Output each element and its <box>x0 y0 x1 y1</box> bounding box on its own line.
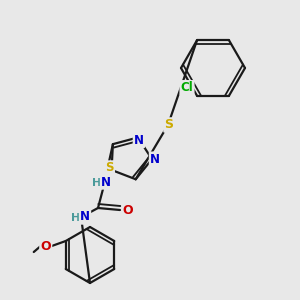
Text: O: O <box>123 203 133 217</box>
Text: Cl: Cl <box>181 81 194 94</box>
Text: N: N <box>134 134 144 147</box>
Text: N: N <box>150 153 160 166</box>
Text: N: N <box>101 176 111 188</box>
Text: H: H <box>92 178 102 188</box>
Text: H: H <box>71 213 81 223</box>
Text: N: N <box>80 211 90 224</box>
Text: O: O <box>40 239 51 253</box>
Text: S: S <box>164 118 173 131</box>
Text: S: S <box>105 161 114 175</box>
